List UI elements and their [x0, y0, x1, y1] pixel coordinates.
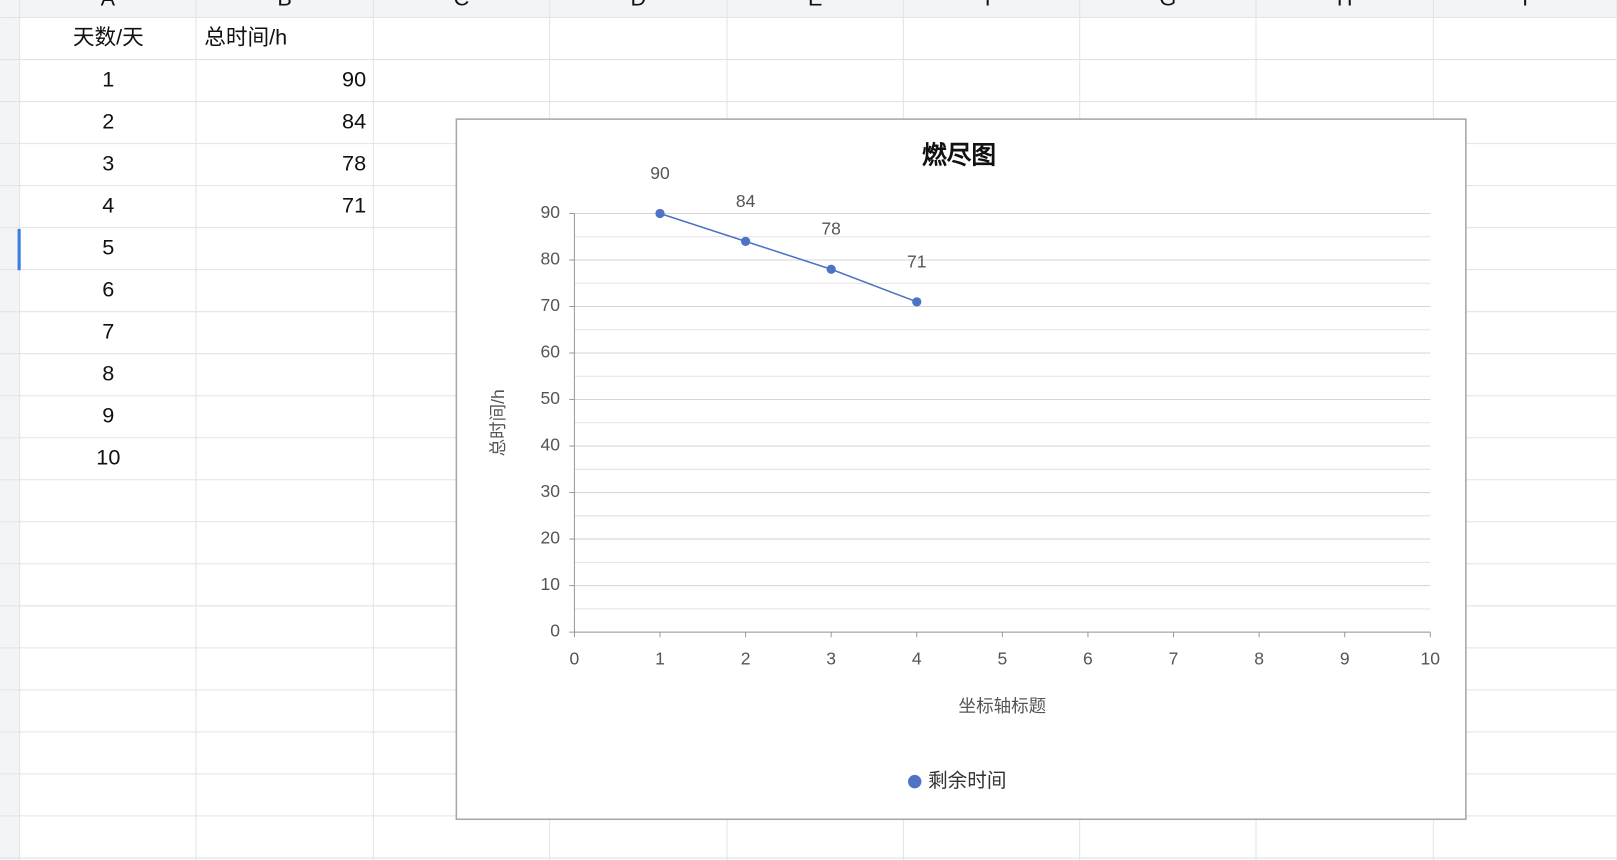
legend-marker [908, 774, 922, 789]
chart-title: 燃尽图 [922, 141, 996, 169]
day-cell: 2 [102, 108, 114, 133]
y-tick-label: 80 [541, 249, 561, 269]
x-axis-title: 坐标轴标题 [959, 696, 1047, 716]
column-letter: F [985, 0, 998, 11]
y-tick-label: 90 [541, 202, 561, 222]
y-tick-label: 0 [550, 621, 560, 641]
column-header-bar [0, 0, 1617, 18]
x-tick-label: 3 [826, 649, 836, 669]
legend-label: 剩余时间 [928, 770, 1006, 792]
x-tick-label: 10 [1421, 649, 1441, 669]
column-letter: I [1522, 0, 1528, 11]
header-cell: 天数/天 [73, 24, 144, 49]
y-tick-label: 60 [541, 342, 561, 362]
x-tick-label: 1 [655, 649, 665, 669]
x-tick-label: 0 [570, 649, 580, 669]
x-tick-label: 9 [1340, 649, 1350, 669]
data-point [826, 264, 836, 274]
column-letter: B [277, 0, 291, 11]
day-cell: 6 [102, 276, 114, 301]
column-letter: D [631, 0, 647, 11]
column-letter: H [1337, 0, 1353, 11]
y-tick-label: 20 [541, 528, 561, 548]
day-cell: 3 [102, 150, 114, 175]
x-tick-label: 7 [1169, 649, 1179, 669]
hours-cell: 71 [342, 192, 366, 217]
x-tick-label: 5 [997, 649, 1007, 669]
data-label: 84 [736, 191, 756, 211]
data-label: 90 [650, 163, 670, 183]
x-tick-label: 2 [741, 649, 751, 669]
x-tick-label: 8 [1254, 649, 1264, 669]
hours-cell: 78 [342, 150, 366, 175]
hours-cell: 90 [342, 66, 366, 91]
header-cell: 总时间/h [204, 24, 287, 49]
day-cell: 9 [102, 402, 114, 427]
column-letter: G [1159, 0, 1176, 11]
day-cell: 7 [102, 318, 114, 343]
data-point [655, 208, 665, 219]
day-cell: 5 [102, 234, 114, 259]
column-letter: C [454, 0, 470, 11]
y-tick-label: 50 [541, 388, 561, 408]
active-row-indicator [17, 228, 21, 271]
y-tick-label: 70 [541, 295, 561, 315]
day-cell: 1 [102, 66, 114, 91]
data-label: 78 [821, 219, 840, 239]
hours-cell: 84 [342, 108, 366, 133]
x-tick-label: 6 [1083, 649, 1093, 669]
day-cell: 4 [102, 192, 114, 217]
data-point [912, 297, 922, 307]
column-letter: E [808, 0, 822, 11]
x-tick-label: 4 [912, 649, 922, 669]
day-cell: 10 [96, 444, 120, 469]
column-letter: A [101, 0, 116, 11]
y-axis-title: 总时间/h [488, 389, 508, 456]
y-tick-label: 10 [541, 574, 561, 594]
y-tick-label: 40 [541, 435, 561, 455]
data-label: 71 [907, 251, 926, 271]
row-header-bar [0, 0, 20, 860]
data-point [740, 236, 751, 247]
series-line [659, 212, 918, 303]
y-tick-label: 30 [541, 481, 561, 501]
day-cell: 8 [102, 360, 114, 385]
